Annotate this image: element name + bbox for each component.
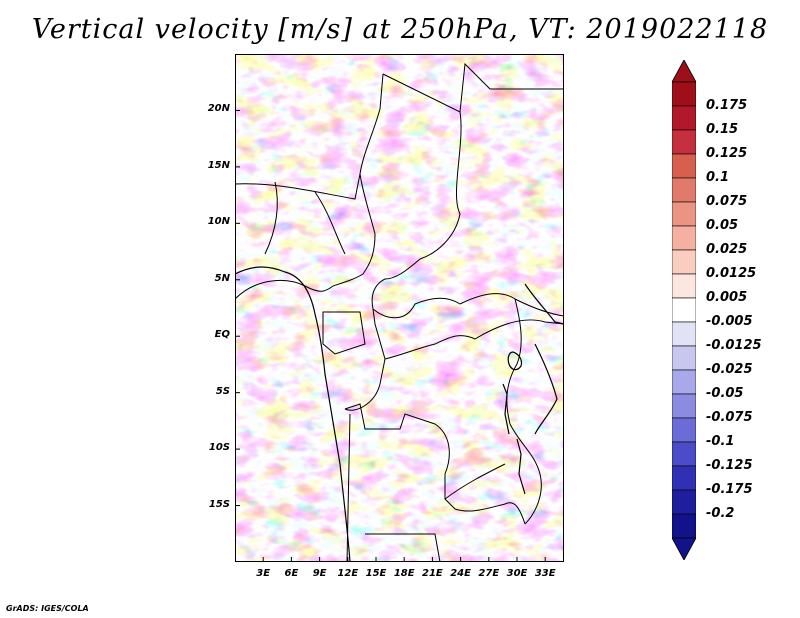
lon-tick-label: 18E (393, 568, 415, 579)
colorbar-cell (672, 273, 696, 299)
colorbar-cell (672, 225, 696, 251)
lon-tick-label: 15E (365, 568, 387, 579)
credit-text: GrADS: IGES/COLA (6, 604, 89, 613)
colorbar-tick-label: -0.175 (706, 482, 753, 497)
colorbar-tick-label: 0.005 (706, 290, 748, 305)
colorbar-cell (672, 321, 696, 347)
lat-tick-label: 5S (215, 385, 230, 397)
colorbar-tick-label: -0.0125 (706, 338, 762, 353)
colorbar-top-triangle (672, 60, 696, 83)
colorbar-cell (672, 465, 696, 491)
lon-tick-label: 9E (312, 568, 327, 579)
lon-tick-label: 21E (422, 568, 443, 579)
colorbar-cell (672, 201, 696, 227)
colorbar-tick-label: -0.125 (706, 458, 753, 473)
colorbar-cell (672, 441, 696, 467)
colorbar-cell (672, 129, 696, 155)
colorbar-tick-label: 0.025 (706, 242, 748, 257)
colorbar-tick-label: 0.0125 (706, 266, 757, 281)
colorbar-cell (672, 417, 696, 443)
map-frame (235, 54, 564, 562)
lon-tick-label: 12E (337, 568, 359, 579)
colorbar-tick-label: -0.025 (706, 362, 753, 377)
colorbar-tick-label: -0.075 (706, 410, 753, 425)
colorbar-cell (672, 177, 696, 203)
lon-tick-label: 6E (284, 568, 299, 579)
lat-tick-label: 10N (207, 216, 230, 228)
colorbar-cell (672, 345, 696, 371)
lat-tick-label: 20N (207, 103, 230, 115)
colorbar-cell (672, 297, 696, 323)
colorbar-cell (672, 249, 696, 275)
colorbar-tick-label: 0.175 (706, 98, 748, 113)
lon-tick-label: 27E (478, 568, 500, 579)
lat-tick-label: 5N (214, 272, 230, 284)
colorbar-tick-label: 0.1 (706, 170, 730, 185)
country-borders (235, 62, 564, 562)
colorbar-cell (672, 513, 696, 539)
chart-title: Vertical velocity [m/s] at 250hPa, VT: 2… (31, 14, 769, 45)
colorbar-tick-label: -0.05 (706, 386, 744, 401)
lat-tick-label: 15S (208, 498, 230, 510)
colorbar-tick-label: 0.125 (706, 146, 748, 161)
colorbar-cell (672, 393, 696, 419)
colorbar-cell (672, 489, 696, 515)
colorbar (672, 60, 696, 560)
lat-tick-label: EQ (214, 329, 230, 341)
colorbar-tick-label: -0.2 (706, 506, 735, 521)
velocity-map (235, 54, 564, 562)
lon-tick-label: 3E (256, 568, 271, 579)
lat-tick-label: 15N (207, 159, 230, 171)
coastline (235, 266, 564, 562)
map-ticks (235, 109, 546, 562)
lon-tick-label: 33E (534, 568, 556, 579)
colorbar-tick-label: 0.075 (706, 194, 748, 209)
colorbar-cell (672, 81, 696, 107)
colorbar-tick-label: 0.15 (706, 122, 739, 137)
colorbar-cell (672, 369, 696, 395)
colorbar-tick-label: 0.05 (706, 218, 739, 233)
lon-tick-label: 24E (450, 568, 471, 579)
colorbar-tick-label: -0.005 (706, 314, 753, 329)
lon-tick-label: 30E (506, 568, 528, 579)
velocity-field (235, 54, 564, 562)
colorbar-tick-label: -0.1 (706, 434, 735, 449)
lat-tick-label: 10S (208, 442, 230, 454)
colorbar-bottom-triangle (672, 537, 696, 560)
lake-outlines (502, 351, 526, 495)
colorbar-cell (672, 105, 696, 131)
colorbar-cell (672, 153, 696, 179)
